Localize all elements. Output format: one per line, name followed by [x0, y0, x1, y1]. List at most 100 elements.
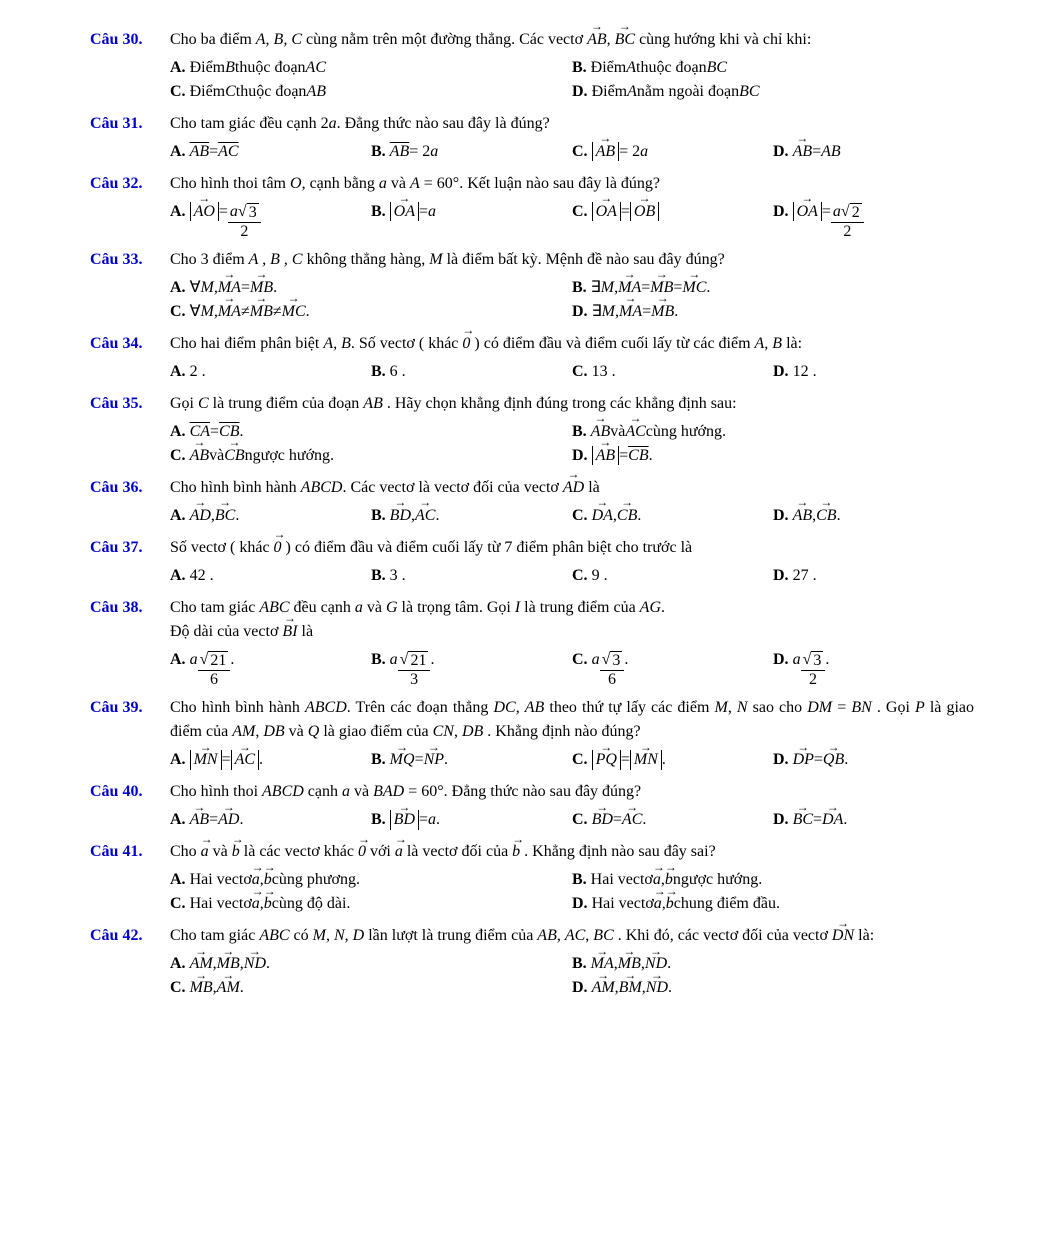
opt-label: C.	[572, 140, 588, 164]
question-42: Câu 42. Cho tam giác ABC có M, N, D lần …	[90, 924, 974, 1000]
vector: AB	[596, 446, 616, 465]
options: A.CA = CB . B.AB và AC cùng hướng. C.AB …	[170, 420, 974, 468]
text: Số vectơ ( khác	[170, 539, 274, 556]
text: a	[592, 648, 600, 672]
text: .	[661, 599, 665, 616]
text: .	[649, 444, 653, 468]
text: =	[641, 276, 650, 300]
option-d: D.Hai vectơ a, b chung điểm đầu.	[572, 892, 974, 916]
opt-label: C.	[572, 200, 588, 224]
text: O	[290, 175, 302, 192]
abs: BD	[390, 810, 419, 829]
text: . Đẳng thức nào sau đây là đúng?	[337, 115, 550, 132]
text: =	[813, 808, 822, 832]
text: =	[241, 276, 250, 300]
option-d: D.AB = CB .	[572, 444, 974, 468]
vector: CB	[617, 504, 637, 528]
option-c: C.9 .	[572, 564, 773, 588]
opt-label: B.	[371, 140, 386, 164]
text: AB	[363, 395, 383, 412]
option-d: D.27 .	[773, 564, 974, 588]
options: A.Điểm B thuộc đoạn AC B.Điểm A thuộc đo…	[170, 56, 974, 104]
vector: BD	[394, 810, 415, 829]
question-39: Câu 39. Cho hình bình hành ABCD. Trên cá…	[90, 696, 974, 772]
text: chung điểm đầu.	[674, 892, 780, 916]
vector: QB	[823, 748, 844, 772]
opt-label: D.	[773, 564, 789, 588]
option-a: A.2 .	[170, 360, 371, 384]
text: . Kết luận nào sau đây là đúng?	[459, 175, 660, 192]
text: a	[640, 140, 648, 164]
opt-label: C.	[572, 648, 588, 672]
option-d: D.a√32 .	[773, 648, 974, 688]
question-37: Câu 37. Số vectơ ( khác 0 ) có điểm đầu …	[90, 536, 974, 588]
text: 6	[600, 671, 625, 689]
fraction: √36	[600, 651, 625, 688]
text: . Hãy chọn khẳng định đúng trong các khẳ…	[383, 395, 737, 412]
opt-label: B.	[371, 748, 386, 772]
text: với	[366, 843, 395, 860]
opt-label: D.	[572, 976, 588, 1000]
text: Hai vectơ	[190, 868, 252, 892]
vector: AC	[415, 504, 435, 528]
vector: AB	[190, 140, 210, 164]
text: Q	[308, 723, 320, 740]
option-b: B.Điểm A thuộc đoạn BC	[572, 56, 974, 80]
opt-label: B.	[371, 200, 386, 224]
option-b: B.Hai vectơ a, b ngược hướng.	[572, 868, 974, 892]
vector: AB	[793, 140, 813, 164]
text: M	[201, 300, 214, 324]
text: , cạnh bằng	[302, 175, 379, 192]
vector: ND	[646, 976, 668, 1000]
question-40: Câu 40. Cho hình thoi ABCD cạnh a và BAD…	[90, 780, 974, 832]
opt-label: A.	[170, 648, 186, 672]
text: A, B, C	[256, 31, 302, 48]
text: .	[674, 300, 678, 324]
vector: OA	[596, 202, 617, 221]
text: Cho ba điểm	[170, 31, 256, 48]
question-34: Câu 34. Cho hai điểm phân biệt A, B. Số …	[90, 332, 974, 384]
text: N	[334, 927, 345, 944]
text: Điểm	[591, 56, 627, 80]
text: =	[209, 140, 218, 164]
text: ,	[607, 31, 615, 48]
stem: Gọi C là trung điểm của đoạn AB . Hãy ch…	[170, 392, 974, 416]
opt-label: C.	[572, 748, 588, 772]
text: B	[225, 56, 235, 80]
text: ,	[454, 723, 462, 740]
option-c: C.PQ = MN .	[572, 748, 773, 772]
vector: 0	[462, 332, 470, 356]
vector: 0	[358, 840, 366, 864]
text: ) có điểm đầu và điểm cuối lấy từ các đi…	[470, 335, 754, 352]
options: A. AO = a√32 B.OA = a C.OA = OB D. OA = …	[170, 200, 974, 240]
text: và	[285, 723, 308, 740]
options: A.42 . B.3 . C.9 . D.27 .	[170, 564, 974, 588]
abs: OB	[630, 202, 659, 221]
opt-label: B.	[371, 504, 386, 528]
option-a: A.AD, BC .	[170, 504, 371, 528]
text: .	[239, 808, 243, 832]
text: .	[436, 808, 440, 832]
stem: Cho hình bình hành ABCD. Các vectơ là ve…	[170, 476, 974, 500]
vector: NP	[424, 748, 444, 772]
text: DB	[263, 723, 284, 740]
text: .	[435, 504, 439, 528]
text: M	[429, 251, 442, 268]
text: BC	[707, 56, 727, 80]
text: và	[350, 783, 373, 800]
opt-label: B.	[572, 952, 587, 976]
option-a: A.MN = AC .	[170, 748, 371, 772]
opt-label: D.	[773, 808, 789, 832]
text: 21	[208, 651, 228, 670]
text: =	[812, 140, 821, 164]
text: a	[190, 648, 198, 672]
vector: MN	[194, 750, 218, 769]
question-number: Câu 39.	[90, 696, 170, 772]
vector: CB	[816, 504, 836, 528]
text: cùng độ dài.	[272, 892, 351, 916]
text: là:	[782, 335, 802, 352]
question-body: Cho hình bình hành ABCD. Trên các đoạn t…	[170, 696, 974, 772]
opt-label: C.	[170, 976, 186, 1000]
opt-label: C.	[572, 808, 588, 832]
text: 9 .	[592, 564, 608, 588]
